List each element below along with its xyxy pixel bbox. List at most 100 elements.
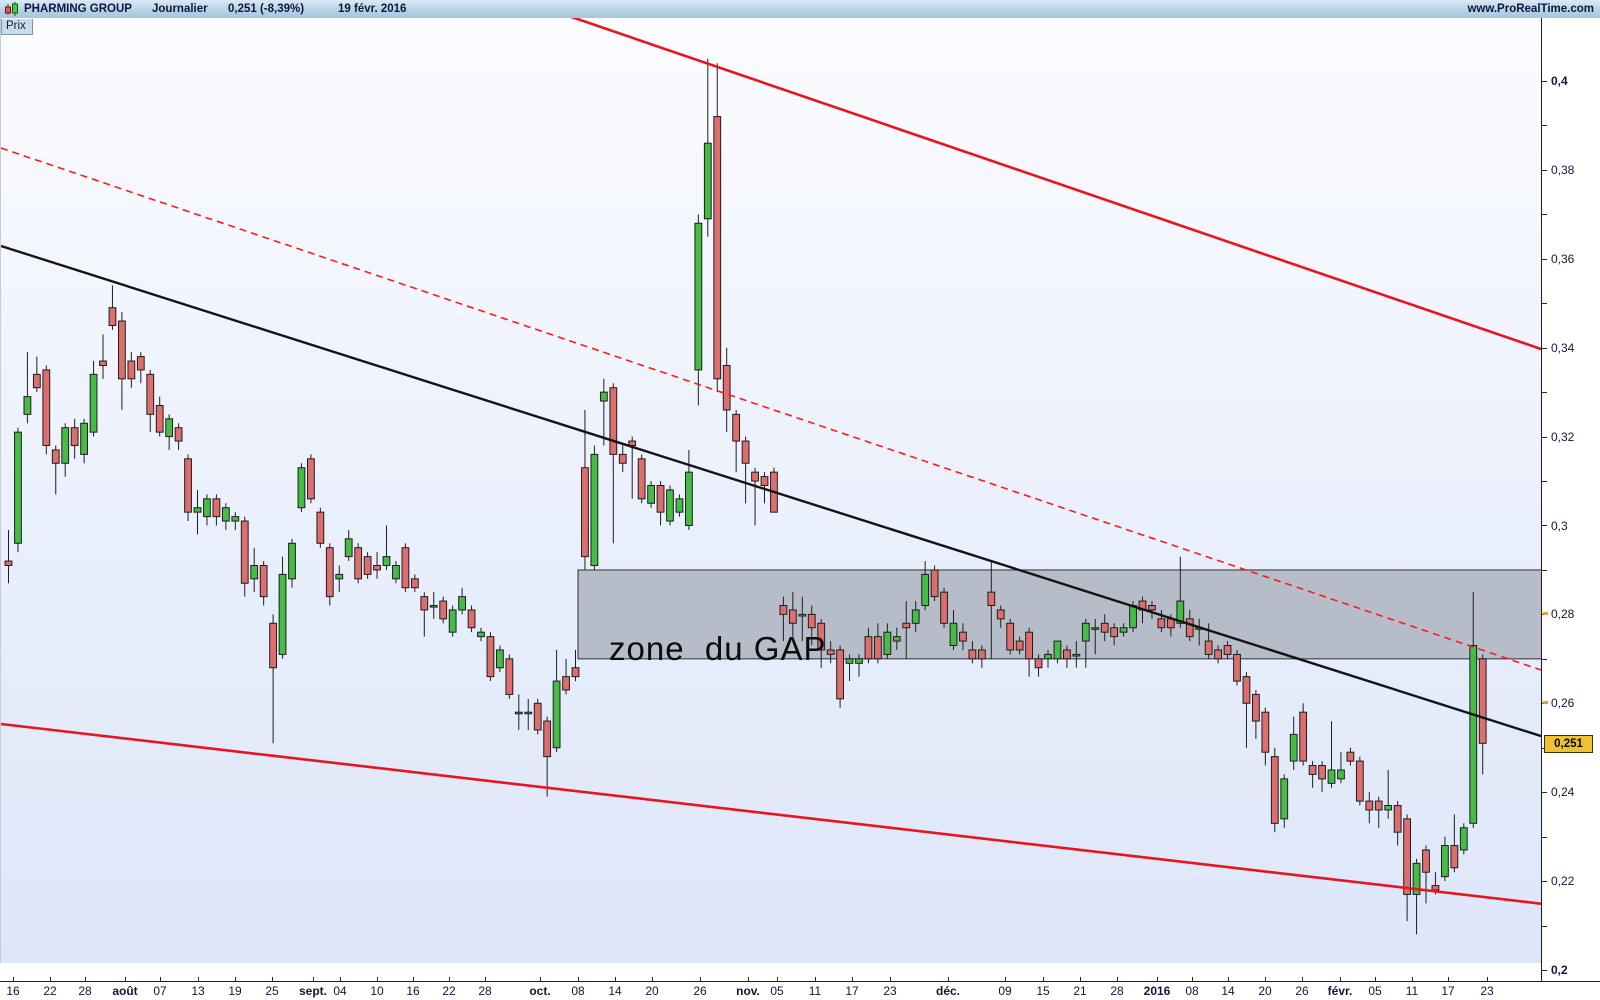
trendline-resistance-black[interactable] <box>1 244 1542 738</box>
candle[interactable] <box>685 471 693 527</box>
candle[interactable] <box>514 711 523 715</box>
candle[interactable] <box>618 453 627 464</box>
candle[interactable] <box>1100 622 1109 633</box>
candle[interactable] <box>996 609 1005 620</box>
candle[interactable] <box>316 511 325 544</box>
candle[interactable] <box>1129 605 1137 629</box>
candle[interactable] <box>666 489 674 522</box>
candle[interactable] <box>127 360 136 380</box>
candle[interactable] <box>628 440 637 446</box>
candle[interactable] <box>335 573 344 580</box>
candle[interactable] <box>51 449 60 464</box>
prorealtime-link[interactable]: www.ProRealTime.com <box>1467 3 1594 15</box>
candle[interactable] <box>1412 862 1421 895</box>
candle[interactable] <box>779 605 788 615</box>
candle[interactable] <box>420 596 429 611</box>
candle[interactable] <box>656 484 665 513</box>
candle[interactable] <box>543 720 552 758</box>
candle[interactable] <box>836 649 845 700</box>
candle[interactable] <box>911 609 920 624</box>
candle[interactable] <box>354 547 363 580</box>
candle[interactable] <box>1450 845 1459 869</box>
candle[interactable] <box>23 396 32 415</box>
candle[interactable] <box>89 373 98 433</box>
candle[interactable] <box>1469 645 1478 824</box>
candle[interactable] <box>1365 800 1374 811</box>
candle[interactable] <box>1289 733 1298 762</box>
candle[interactable] <box>807 613 816 629</box>
candle[interactable] <box>1261 711 1270 753</box>
candle[interactable] <box>637 458 646 500</box>
candle[interactable] <box>1025 631 1033 660</box>
candle[interactable] <box>1157 618 1166 629</box>
candle[interactable] <box>392 565 400 580</box>
candle[interactable] <box>1204 640 1213 655</box>
candle[interactable] <box>921 573 930 607</box>
time-axis[interactable]: 16 22 28 août 07 13 19 25 sept. 04 10 16 22 28 oct. 08 1… <box>0 977 1600 1000</box>
candle[interactable] <box>363 556 372 575</box>
candle[interactable] <box>1308 765 1317 775</box>
candle[interactable] <box>439 600 448 620</box>
trendline-channel-top-red[interactable] <box>557 18 1542 351</box>
candle[interactable] <box>845 658 854 664</box>
candle[interactable] <box>278 573 287 655</box>
candle[interactable] <box>826 649 835 655</box>
candle[interactable] <box>203 498 211 518</box>
candle[interactable] <box>647 484 656 504</box>
candle[interactable] <box>760 476 769 486</box>
candle[interactable] <box>864 636 873 660</box>
candle[interactable] <box>1072 653 1081 657</box>
candle[interactable] <box>590 453 599 567</box>
candle[interactable] <box>165 418 174 438</box>
candle[interactable] <box>968 649 977 660</box>
candle[interactable] <box>1176 600 1185 624</box>
candle[interactable] <box>949 622 958 647</box>
candle[interactable] <box>1252 693 1260 722</box>
trendline-mid-channel-red-dashed[interactable] <box>1 147 1542 672</box>
candle[interactable] <box>373 565 381 571</box>
candle[interactable] <box>1280 778 1289 820</box>
candle[interactable] <box>977 649 986 660</box>
candle[interactable] <box>713 116 722 380</box>
candle[interactable] <box>32 373 41 389</box>
candle[interactable] <box>1270 756 1279 824</box>
candle[interactable] <box>212 498 221 518</box>
candle[interactable] <box>1393 805 1402 833</box>
candle[interactable] <box>344 538 353 558</box>
candle[interactable] <box>221 507 230 522</box>
candle[interactable] <box>269 622 278 669</box>
candle[interactable] <box>581 467 589 558</box>
candle[interactable] <box>174 427 183 442</box>
chart-canvas[interactable] <box>1 18 1542 963</box>
candle[interactable] <box>571 667 580 678</box>
candle[interactable] <box>231 516 240 522</box>
candle[interactable] <box>505 658 514 695</box>
candle[interactable] <box>562 676 570 691</box>
candle[interactable] <box>250 565 259 580</box>
price-panel-tab[interactable]: Prix <box>1 19 33 35</box>
candle[interactable] <box>401 547 410 589</box>
candle[interactable] <box>987 591 996 607</box>
candle[interactable] <box>1053 640 1062 660</box>
candle[interactable] <box>1015 640 1024 651</box>
candle[interactable] <box>1185 618 1194 638</box>
candle[interactable] <box>496 649 504 669</box>
candle[interactable] <box>1403 818 1411 895</box>
candle[interactable] <box>751 471 759 482</box>
candle[interactable] <box>533 702 542 731</box>
candle[interactable] <box>855 658 863 664</box>
candle[interactable] <box>1110 627 1119 638</box>
candle[interactable] <box>429 605 438 608</box>
candle[interactable] <box>1063 649 1071 660</box>
candle[interactable] <box>1346 751 1355 762</box>
candle[interactable] <box>722 364 731 411</box>
candle[interactable] <box>486 636 495 678</box>
candle[interactable] <box>1214 649 1222 660</box>
candle[interactable] <box>1034 658 1043 669</box>
candle[interactable] <box>146 373 155 415</box>
candle[interactable] <box>1327 769 1336 784</box>
candle[interactable] <box>524 711 533 715</box>
candle[interactable] <box>552 680 561 749</box>
candle[interactable] <box>675 498 684 513</box>
candle[interactable] <box>703 142 712 220</box>
